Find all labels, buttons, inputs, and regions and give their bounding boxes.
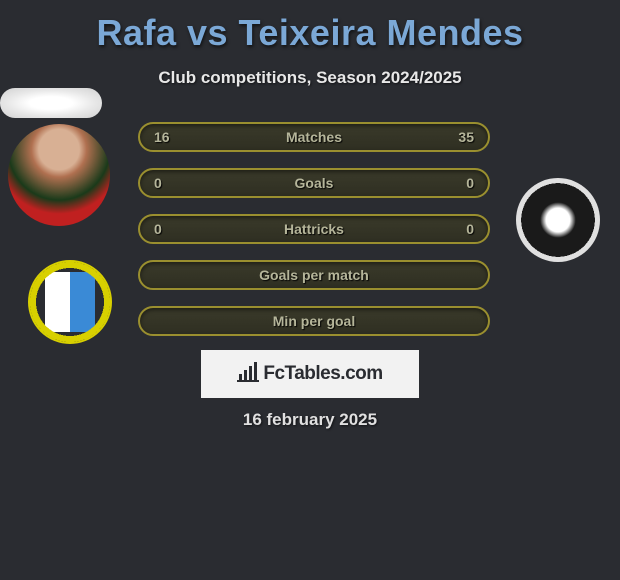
subtitle: Club competitions, Season 2024/2025 <box>0 68 620 88</box>
stat-right-value: 0 <box>446 175 474 191</box>
stat-label: Matches <box>286 129 342 145</box>
stat-row: 16 Matches 35 <box>138 122 490 152</box>
page-title: Rafa vs Teixeira Mendes <box>0 0 620 54</box>
stat-row: Min per goal <box>138 306 490 336</box>
branding-box: FcTables.com <box>201 350 419 398</box>
stat-row: 0 Goals 0 <box>138 168 490 198</box>
club-right-crest <box>516 178 600 262</box>
stat-label: Hattricks <box>284 221 344 237</box>
stat-row: Goals per match <box>138 260 490 290</box>
player-left-avatar <box>8 124 110 226</box>
player-right-avatar <box>0 88 102 118</box>
stat-label: Goals <box>295 175 334 191</box>
stat-label: Min per goal <box>273 313 355 329</box>
stat-left-value: 0 <box>154 221 182 237</box>
stat-row: 0 Hattricks 0 <box>138 214 490 244</box>
branding-text: FcTables.com <box>263 363 382 385</box>
stat-right-value: 0 <box>446 221 474 237</box>
stat-label: Goals per match <box>259 267 369 283</box>
stat-right-value: 35 <box>446 129 474 145</box>
chart-icon <box>237 362 259 387</box>
club-left-crest <box>28 260 112 344</box>
date-label: 16 february 2025 <box>0 410 620 430</box>
stat-left-value: 0 <box>154 175 182 191</box>
stat-left-value: 16 <box>154 129 182 145</box>
stats-container: 16 Matches 35 0 Goals 0 0 Hattricks 0 Go… <box>138 122 490 352</box>
